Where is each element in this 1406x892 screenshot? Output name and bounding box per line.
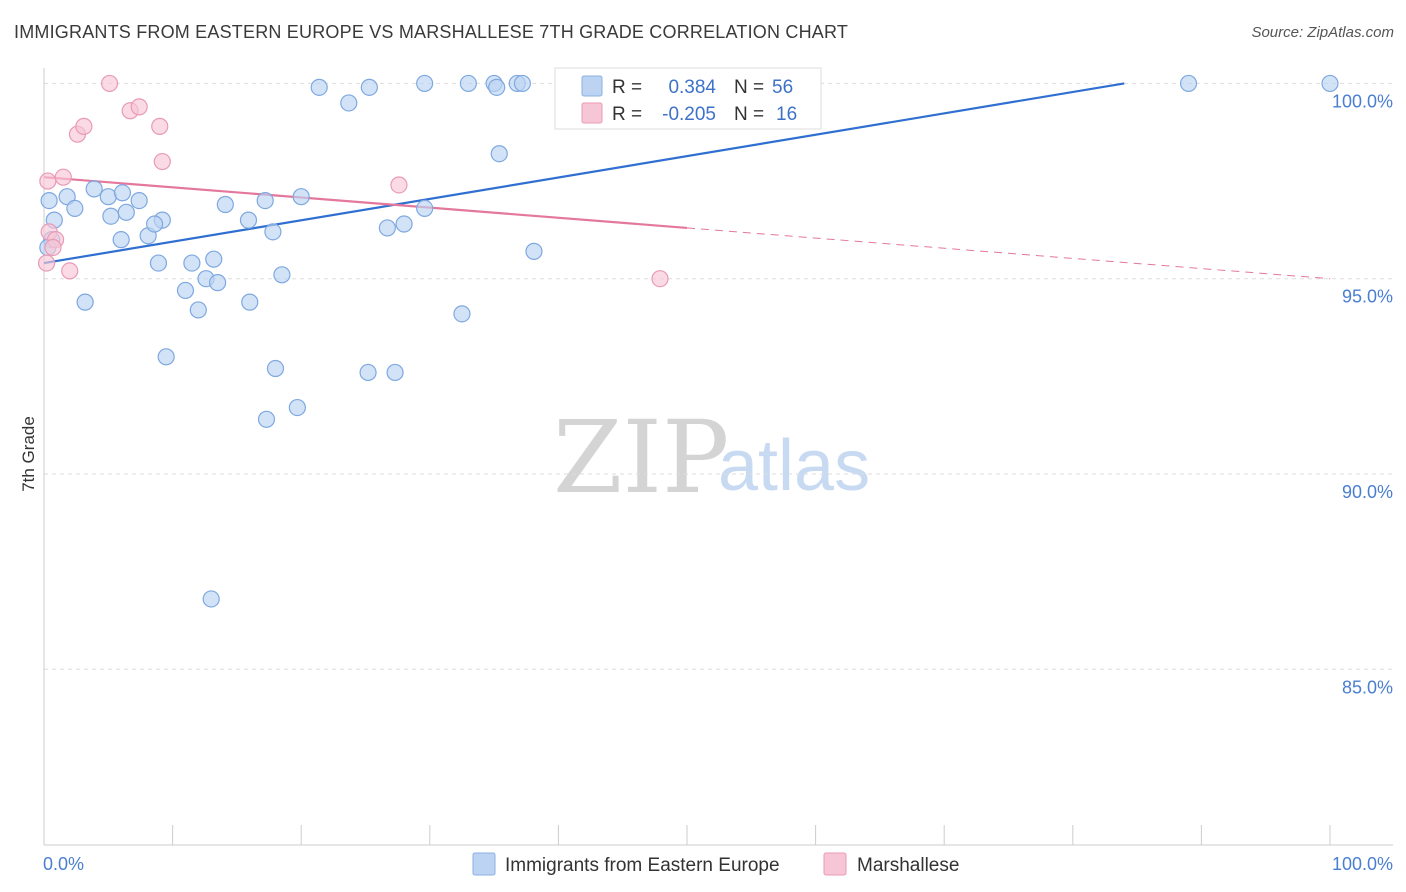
stats-r-value-1: -0.205 xyxy=(662,104,716,125)
point-series-0-39 xyxy=(488,78,506,96)
point-series-0-23 xyxy=(239,211,258,229)
point-series-1-9 xyxy=(100,74,119,93)
x-tick-label-max: 100.0% xyxy=(1332,854,1393,874)
point-series-0-31 xyxy=(360,78,378,96)
point-series-0-17 xyxy=(183,254,201,272)
y-tick-labels: 85.0% 90.0% 95.0% 100.0% xyxy=(1332,91,1393,697)
stats-r-label-1: R = xyxy=(612,104,642,125)
point-series-1-5 xyxy=(54,168,72,186)
trendline-series-0 xyxy=(43,82,1125,265)
legend-label-eastern-europe: Immigrants from Eastern Europe xyxy=(505,855,780,876)
point-series-0-52 xyxy=(386,363,404,382)
stats-legend-swatch-pink xyxy=(581,102,603,124)
y-tick-label-90: 90.0% xyxy=(1342,482,1393,502)
point-series-0-24 xyxy=(209,274,227,292)
stats-r-label-0: R = xyxy=(612,77,642,98)
watermark-atlas: atlas xyxy=(718,426,870,506)
trendlines xyxy=(43,82,1331,280)
point-series-0-43 xyxy=(490,145,508,163)
point-series-0-16 xyxy=(145,215,164,233)
point-series-0-25 xyxy=(256,191,274,210)
point-series-0-26 xyxy=(241,293,259,311)
point-series-0-34 xyxy=(395,215,413,233)
point-series-0-54 xyxy=(288,398,306,417)
point-series-0-49 xyxy=(157,348,175,366)
point-series-0-14 xyxy=(112,231,130,249)
trendline-series-1 xyxy=(43,176,688,230)
y-axis-label: 7th Grade xyxy=(19,416,38,492)
point-series-0-9 xyxy=(113,184,132,202)
point-series-1-15 xyxy=(651,270,669,288)
point-series-0-10 xyxy=(117,203,135,221)
point-series-0-55 xyxy=(202,590,220,608)
point-series-0-47 xyxy=(1321,74,1339,93)
trendline-dashed-series-1 xyxy=(686,227,1331,280)
point-series-0-15 xyxy=(149,254,168,272)
point-series-0-32 xyxy=(340,94,358,112)
point-series-0-42 xyxy=(453,305,471,323)
y-tick-label-85: 85.0% xyxy=(1342,677,1393,697)
point-series-0-46 xyxy=(1179,74,1198,93)
legend-swatch-marshallese xyxy=(823,852,847,876)
legend-swatch-eastern-europe xyxy=(472,852,496,876)
point-series-0-28 xyxy=(273,266,291,284)
point-series-0-51 xyxy=(359,363,377,382)
chart-title: IMMIGRANTS FROM EASTERN EUROPE VS MARSHA… xyxy=(14,22,849,42)
stats-n-label-1: N = xyxy=(734,104,764,125)
point-series-0-37 xyxy=(459,74,477,93)
point-series-0-48 xyxy=(76,293,94,311)
point-series-0-6 xyxy=(85,180,103,198)
grid-lines xyxy=(44,82,1393,670)
point-series-0-18 xyxy=(176,281,195,300)
point-series-1-6 xyxy=(61,262,79,280)
point-series-0-21 xyxy=(189,301,207,319)
stats-n-value-1: 16 xyxy=(776,104,797,125)
stats-n-value-0: 56 xyxy=(772,77,793,98)
point-series-0-5 xyxy=(66,199,84,218)
point-series-0-19 xyxy=(205,250,223,268)
point-series-1-8 xyxy=(75,117,93,135)
watermark-zip: ZIP xyxy=(553,399,729,516)
point-series-1-11 xyxy=(130,98,148,116)
point-series-0-27 xyxy=(264,223,282,241)
point-series-1-13 xyxy=(153,152,171,171)
point-series-1-12 xyxy=(151,117,169,135)
point-series-0-30 xyxy=(310,78,328,96)
point-series-1-14 xyxy=(390,176,408,194)
y-tick-label-100: 100.0% xyxy=(1332,91,1393,111)
legend-label-marshallese: Marshallese xyxy=(857,855,959,876)
point-series-0-8 xyxy=(99,188,117,206)
source-label: Source: ZipAtlas.com xyxy=(1251,24,1394,41)
point-series-0-33 xyxy=(378,219,396,237)
stats-r-value-0: 0.384 xyxy=(668,77,716,98)
x-tick-label-min: 0.0% xyxy=(43,854,84,874)
stats-legend: R = 0.384 N = 56 R = -0.205 N = 16 xyxy=(554,67,822,130)
point-series-0-35 xyxy=(416,199,434,218)
point-series-0-22 xyxy=(216,195,234,214)
data-points xyxy=(37,74,1339,608)
stats-legend-swatch-blue xyxy=(581,75,603,97)
stats-n-label-0: N = xyxy=(734,77,764,98)
point-series-0-29 xyxy=(292,188,310,206)
point-series-1-4 xyxy=(39,172,57,190)
point-series-0-53 xyxy=(257,410,276,428)
point-series-0-41 xyxy=(513,74,531,93)
point-series-0-36 xyxy=(416,74,434,93)
point-series-0-44 xyxy=(525,242,543,260)
point-series-0-0 xyxy=(40,191,58,210)
point-series-0-7 xyxy=(102,207,120,225)
bottom-legend: Immigrants from Eastern Europe Marshalle… xyxy=(472,852,959,876)
point-series-0-50 xyxy=(266,359,285,378)
point-series-0-11 xyxy=(130,191,148,210)
point-series-1-0 xyxy=(37,254,56,272)
y-tick-label-95: 95.0% xyxy=(1342,287,1393,307)
point-series-1-3 xyxy=(44,238,62,257)
